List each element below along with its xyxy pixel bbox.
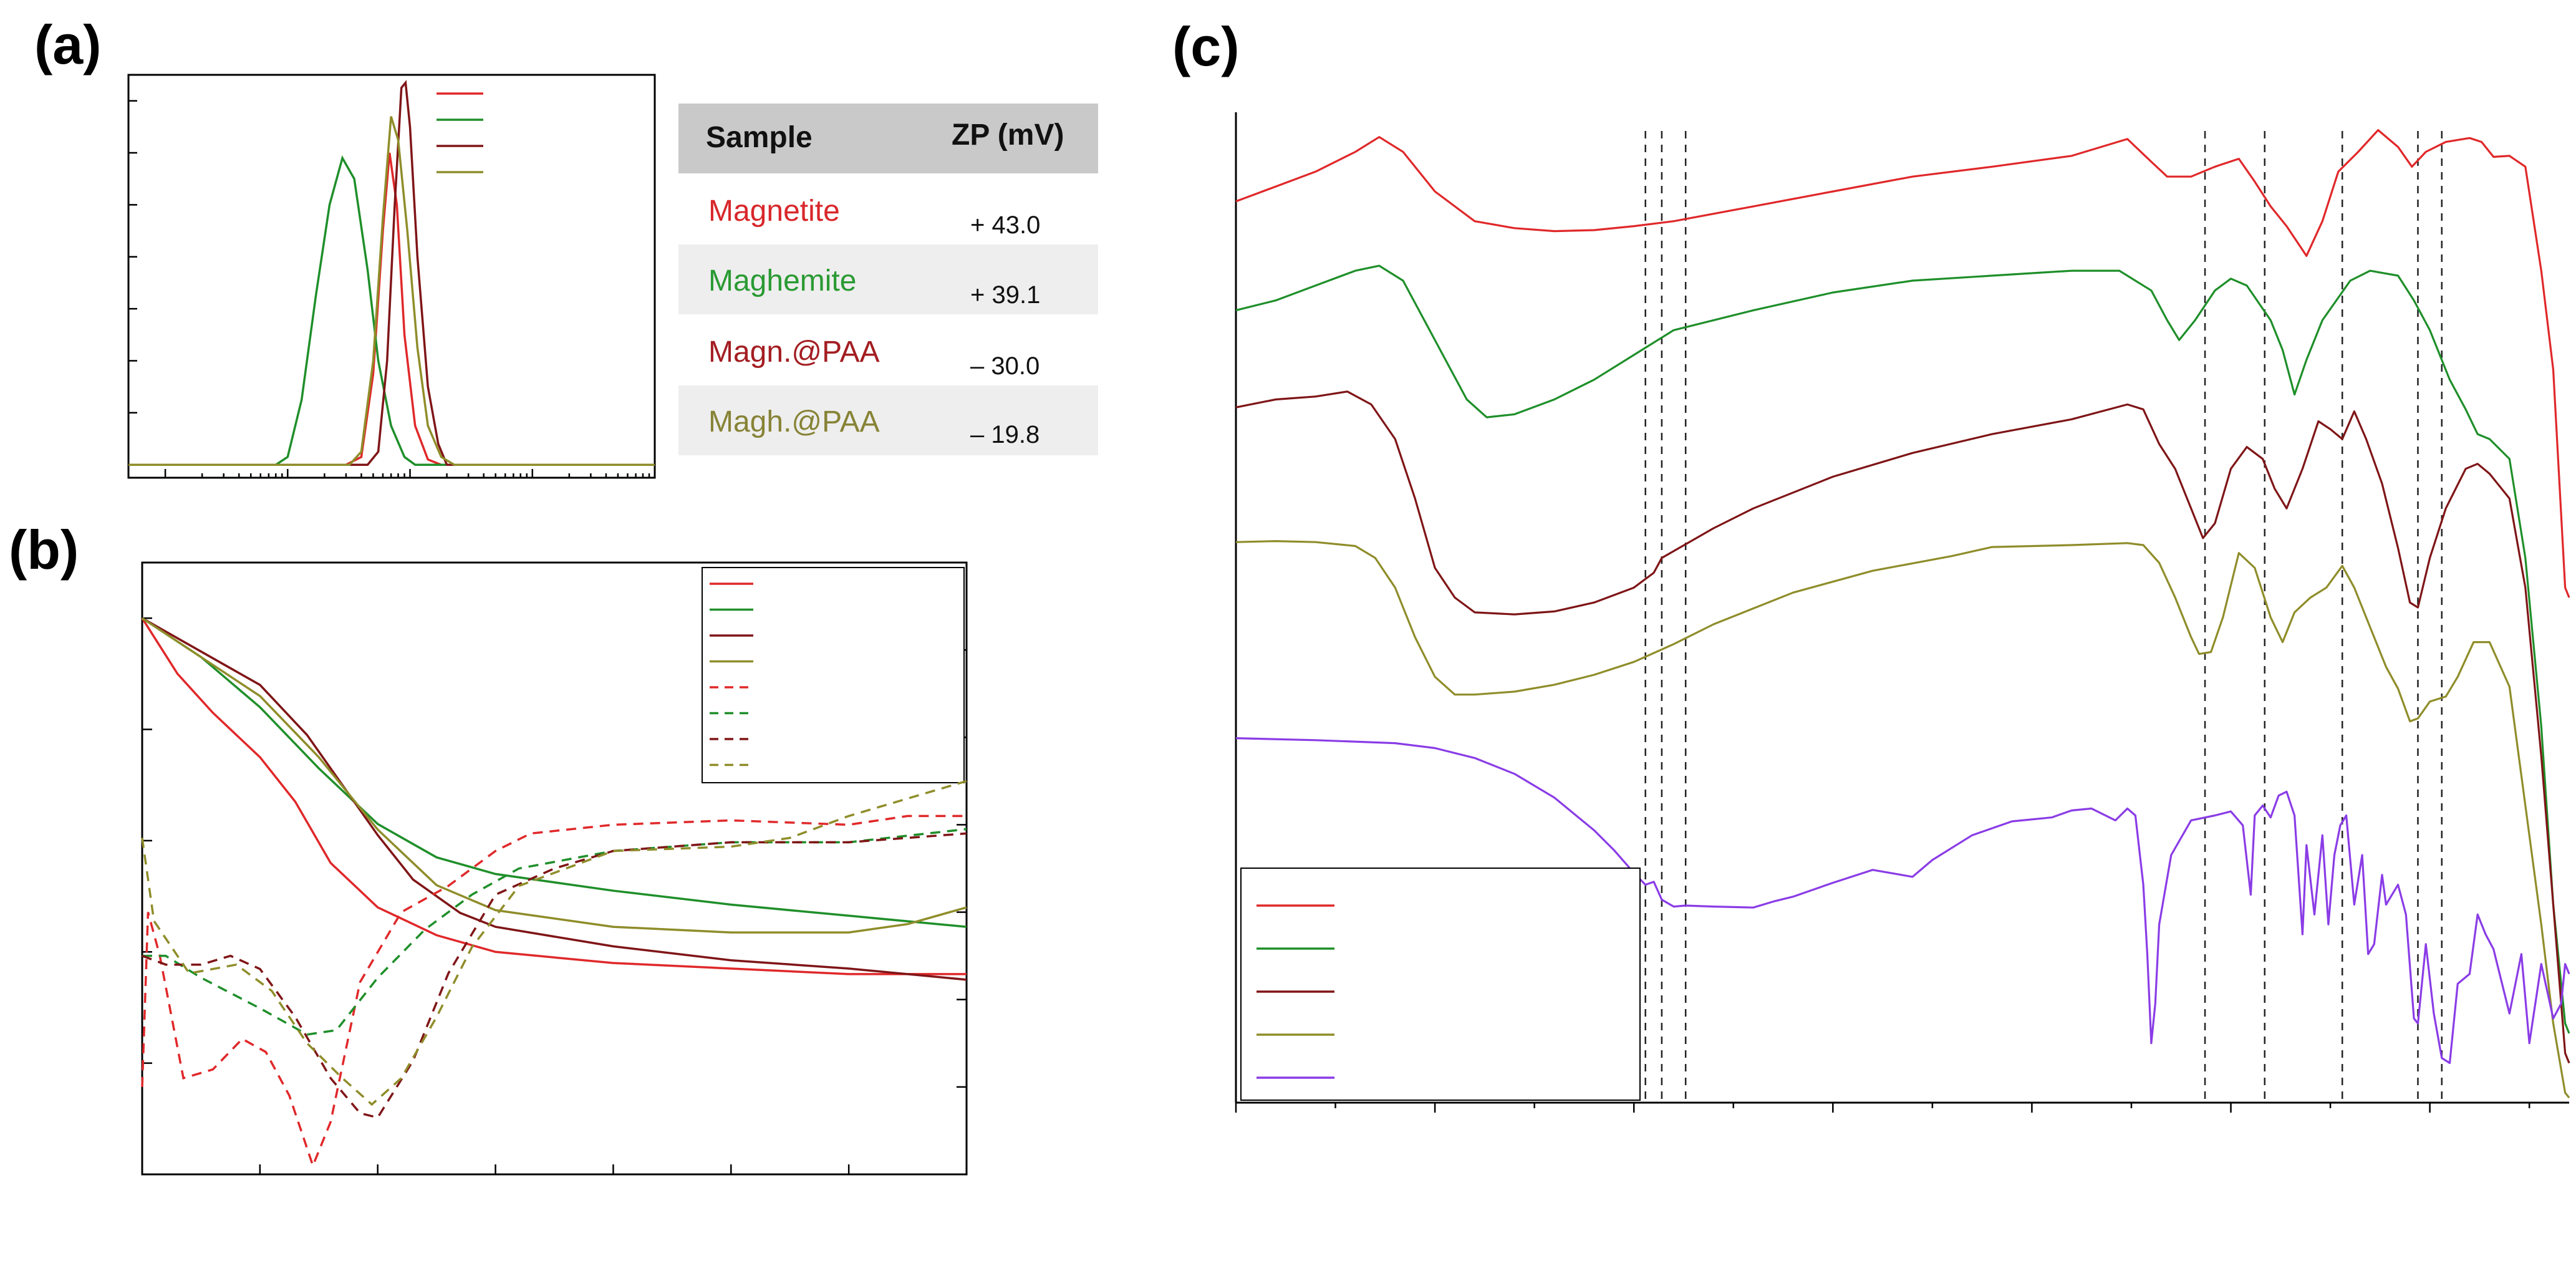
series-line-d-maghemite-paa <box>141 780 967 1106</box>
legend-box <box>1240 868 1641 1101</box>
zp-sample-maghemite-paa: Magh.@PAA <box>708 405 880 438</box>
zp-value-maghemite-paa: – 19.8 <box>970 421 1040 448</box>
series-line-d-magnetite <box>141 815 967 1169</box>
zp-header-zp: ZP (mV) <box>952 118 1064 152</box>
series-line-maghemite-paa <box>142 617 967 934</box>
series-line-magnetite <box>128 152 655 466</box>
series-line-maghemite-paa <box>1235 540 2570 1099</box>
ftir-chart <box>1235 112 2570 1113</box>
zp-sample-magnetite-paa: Magn.@PAA <box>708 336 880 369</box>
zp-row-shade <box>678 244 1098 314</box>
zp-sample-magnetite: Magnetite <box>708 195 840 228</box>
zp-header-row <box>678 104 1098 173</box>
series-line-magnetite <box>1235 129 2570 598</box>
legend-box <box>702 567 965 783</box>
series-line-magnetite <box>141 617 967 975</box>
tga-chart <box>141 561 968 1176</box>
series-line-magnetite-paa <box>128 80 655 466</box>
zp-sample-maghemite: Maghemite <box>708 264 856 297</box>
zp-table: Sample ZP (mV) Magnetite + 43.0 Maghemit… <box>678 104 1098 455</box>
series-line-paa <box>1235 737 2570 1065</box>
zp-header-sample: Sample <box>706 121 813 154</box>
zp-row-shade <box>678 385 1098 455</box>
plot-frame <box>141 561 968 1176</box>
size-distribution-chart <box>127 74 656 479</box>
panel-label-b: (b) <box>9 519 79 581</box>
series-line-d-magnetite-paa <box>142 832 967 1119</box>
series-line-maghemite <box>142 617 967 928</box>
zp-value-magnetite-paa: – 30.0 <box>970 352 1040 380</box>
series-line-magnetite-paa <box>142 617 967 981</box>
zp-value-magnetite: + 43.0 <box>970 211 1040 239</box>
panel-label-c: (c) <box>1172 16 1240 77</box>
panel-label-a: (a) <box>34 14 102 75</box>
series-line-maghemite <box>128 155 655 466</box>
series-line-maghemite-paa <box>128 116 655 466</box>
series-line-magnetite-paa <box>1235 390 2570 1064</box>
series-line-maghemite <box>1235 264 2570 1034</box>
zp-value-maghemite: + 39.1 <box>970 281 1040 309</box>
series-line-d-maghemite <box>142 828 967 1036</box>
